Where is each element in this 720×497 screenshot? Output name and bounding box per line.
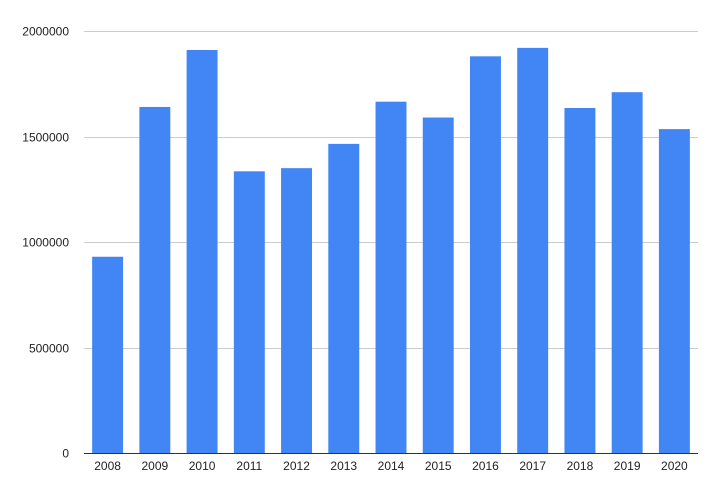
- bar-2011: [233, 171, 265, 453]
- bar-2010: [186, 49, 218, 454]
- bar-2012: [281, 168, 313, 453]
- bar-2014: [375, 101, 407, 453]
- axes: 0 500000 1000000 1500000 2000000 2008 2009 2010…: [22, 25, 698, 473]
- x-tick-label: 2010: [189, 459, 216, 473]
- x-tick-label: 2020: [661, 459, 688, 473]
- x-tick-label: 2019: [614, 459, 641, 473]
- bar-2017: [517, 47, 549, 453]
- x-tick-label: 2008: [94, 459, 121, 473]
- bar-2009: [139, 106, 171, 454]
- bar-2015: [422, 117, 454, 453]
- x-tick-label: 2014: [378, 459, 405, 473]
- bar-series: [92, 47, 690, 454]
- x-tick-label: 2009: [141, 459, 168, 473]
- x-tick-label: 2013: [330, 459, 357, 473]
- y-tick-label: 1000000: [22, 236, 69, 250]
- bar-2013: [328, 143, 360, 453]
- bar-2019: [611, 92, 643, 453]
- y-tick-label: 1500000: [22, 131, 69, 145]
- x-tick-label: 2018: [567, 459, 594, 473]
- y-tick-label: 500000: [29, 342, 69, 356]
- y-tick-label: 0: [62, 447, 69, 461]
- bar-2008: [92, 256, 124, 453]
- bar-2016: [469, 56, 501, 453]
- x-tick-label: 2015: [425, 459, 452, 473]
- x-tick-label: 2016: [472, 459, 499, 473]
- x-tick-label: 2011: [236, 459, 262, 473]
- y-tick-label: 2000000: [22, 25, 69, 39]
- x-tick-label: 2017: [519, 459, 546, 473]
- bar-2020: [658, 129, 690, 454]
- x-tick-label: 2012: [283, 459, 310, 473]
- bar-2018: [564, 108, 596, 453]
